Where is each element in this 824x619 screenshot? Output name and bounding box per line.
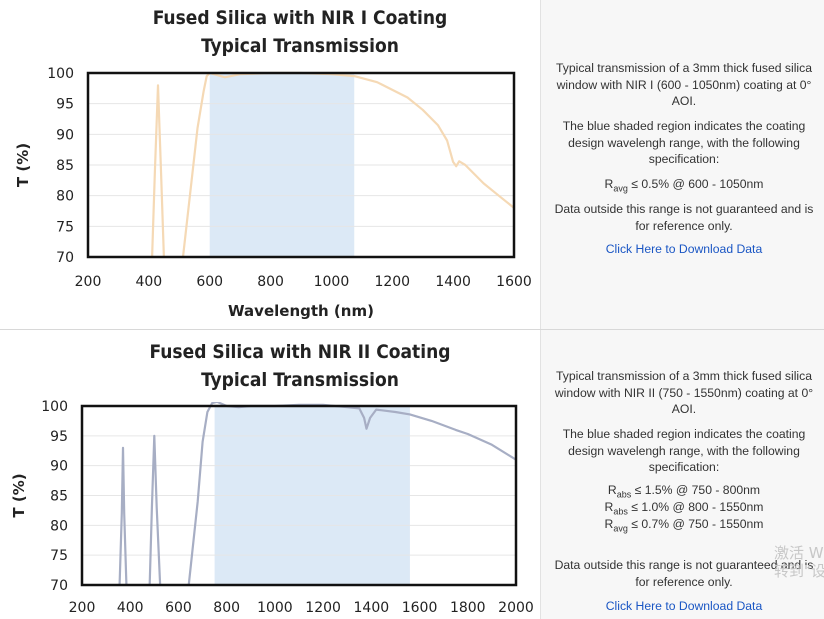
spec-line: Ravg ≤ 0.7% @ 750 - 1550nm <box>553 516 815 537</box>
x-tick-label: 200 <box>75 274 102 290</box>
spec-line: Ravg ≤ 0.5% @ 600 - 1050nm <box>553 176 815 197</box>
spec-text: ≤ 1.5% @ 750 - 800nm <box>634 483 761 497</box>
x-tick-label: 1000 <box>314 274 350 290</box>
spec-symbol: R <box>604 517 614 531</box>
x-tick-label: 1600 <box>496 274 532 290</box>
watermark-line1: 激活 W <box>774 544 824 562</box>
x-tick-label: 1200 <box>305 600 341 616</box>
x-tick-label: 1400 <box>435 274 471 290</box>
chart-nir1: Fused Silica with NIR I Coating Typical … <box>14 7 532 320</box>
spec-symbol: R <box>604 500 614 514</box>
x-tick-label: 400 <box>117 600 144 616</box>
chart-title-line2: Typical Transmission <box>201 35 399 57</box>
y-tick-label: 85 <box>56 158 74 174</box>
y-tick-label: 70 <box>50 578 68 594</box>
y-tick-label: 100 <box>41 399 68 415</box>
download-data-link[interactable]: Click Here to Download Data <box>605 599 763 613</box>
spec-subscript: abs <box>613 506 628 517</box>
shaded-region-note: The blue shaded region indicates the coa… <box>562 427 806 474</box>
chart-row-2: Fused Silica with NIR II Coating Typical… <box>0 329 824 619</box>
y-tick-label: 80 <box>50 518 68 534</box>
x-tick-label: 600 <box>196 274 223 290</box>
activation-watermark: 激活 W 转到"设 <box>774 544 824 580</box>
coating-description: Typical transmission of a 3mm thick fuse… <box>554 369 814 416</box>
y-axis-label: T (%) <box>14 143 32 187</box>
x-tick-label: 1200 <box>374 274 410 290</box>
chart-title-line1: Fused Silica with NIR II Coating <box>150 341 451 363</box>
plot-frame <box>80 404 518 587</box>
plot-frame <box>86 71 516 259</box>
spec-line: Rabs ≤ 1.5% @ 750 - 800nm <box>553 482 815 503</box>
y-tick-label: 90 <box>50 459 68 475</box>
y-tick-label: 70 <box>56 250 74 266</box>
spec-text: ≤ 1.0% @ 800 - 1550nm <box>631 500 764 514</box>
info-panel-2: Typical transmission of a 3mm thick fuse… <box>540 330 824 619</box>
x-tick-label: 1400 <box>354 600 390 616</box>
x-tick-label: 1000 <box>257 600 293 616</box>
x-tick-label: 2000 <box>498 600 534 616</box>
shaded-region-note: The blue shaded region indicates the coa… <box>562 119 806 166</box>
x-tick-label: 200 <box>69 600 96 616</box>
y-tick-label: 75 <box>50 548 68 564</box>
spec-subscript: abs <box>616 489 632 500</box>
download-data-link[interactable]: Click Here to Download Data <box>605 242 763 256</box>
x-tick-label: 600 <box>165 600 192 616</box>
chart-row-1: Fused Silica with NIR I Coating Typical … <box>0 0 824 329</box>
y-tick-label: 75 <box>56 219 74 235</box>
disclaimer: Data outside this range is not guarantee… <box>554 202 814 233</box>
spec-line: Rabs ≤ 1.0% @ 800 - 1550nm <box>553 499 815 520</box>
chart-nir2: Fused Silica with NIR II Coating Typical… <box>10 341 534 616</box>
x-tick-label: 800 <box>213 600 240 616</box>
spec-text: ≤ 0.5% @ 600 - 1050nm <box>631 177 764 191</box>
x-tick-label: 400 <box>135 274 162 290</box>
y-axis-label: T (%) <box>10 473 28 517</box>
x-axis-label: Wavelength (nm) <box>228 302 374 320</box>
x-tick-label: 1600 <box>402 600 438 616</box>
info-panel-1: Typical transmission of a 3mm thick fuse… <box>540 0 824 329</box>
coating-description: Typical transmission of a 3mm thick fuse… <box>555 61 813 108</box>
y-tick-label: 95 <box>50 429 68 445</box>
y-tick-label: 100 <box>47 66 74 82</box>
chart-cell-2: Fused Silica with NIR II Coating Typical… <box>0 330 540 619</box>
spec-subscript: avg <box>613 183 628 194</box>
chart-title-line1: Fused Silica with NIR I Coating <box>153 7 448 29</box>
chart-cell-1: Fused Silica with NIR I Coating Typical … <box>0 0 540 329</box>
y-tick-label: 95 <box>56 97 74 113</box>
spec-subscript: avg <box>613 523 628 534</box>
x-tick-label: 800 <box>257 274 284 290</box>
watermark-line2: 转到"设 <box>774 562 824 580</box>
spec-symbol: R <box>607 483 617 497</box>
spec-text: ≤ 0.7% @ 750 - 1550nm <box>631 517 764 531</box>
spec-symbol: R <box>604 177 614 191</box>
y-tick-label: 85 <box>50 489 68 505</box>
y-tick-label: 80 <box>56 189 74 205</box>
y-tick-label: 90 <box>56 127 74 143</box>
chart-title-line2: Typical Transmission <box>201 369 399 391</box>
x-tick-label: 1800 <box>450 600 486 616</box>
disclaimer: Data outside this range is not guarantee… <box>554 558 814 589</box>
